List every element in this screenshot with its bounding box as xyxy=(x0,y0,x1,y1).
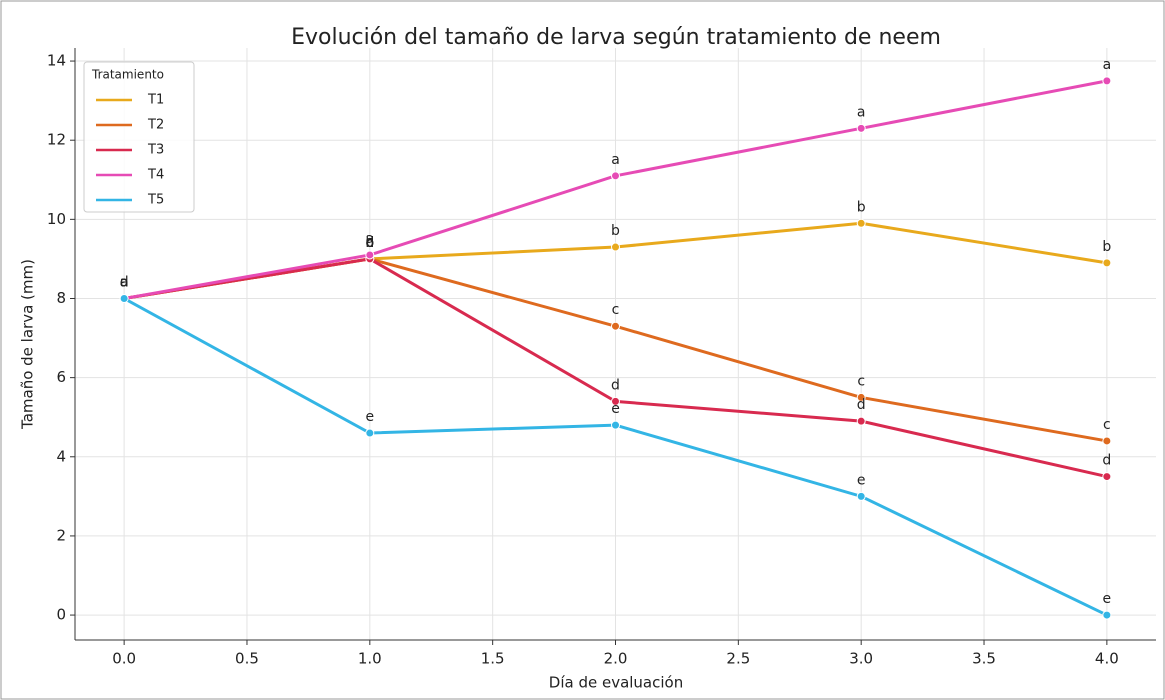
x-tick-label: 1.0 xyxy=(358,650,382,668)
point-label: c xyxy=(1103,417,1111,433)
x-tick-label: 4.0 xyxy=(1095,650,1119,668)
point-label: c xyxy=(857,373,865,389)
y-tick-label: 0 xyxy=(56,606,66,624)
point xyxy=(1102,76,1112,86)
legend-label: T1 xyxy=(147,93,164,108)
point-label: a xyxy=(611,152,620,168)
point-label: a xyxy=(1103,57,1112,73)
point xyxy=(119,293,129,303)
x-tick-label: 0.5 xyxy=(235,650,259,668)
point xyxy=(611,242,620,252)
y-axis-label: Tamaño de larva (mm) xyxy=(19,259,37,430)
point xyxy=(1102,472,1112,482)
y-tick-label: 12 xyxy=(47,131,66,149)
point xyxy=(1102,610,1112,620)
x-axis-label: Día de evaluación xyxy=(549,674,683,692)
point xyxy=(1102,436,1112,446)
point-label: e xyxy=(1103,591,1112,607)
y-tick-label: 6 xyxy=(56,368,66,386)
point xyxy=(856,416,866,426)
point-label: b xyxy=(1102,239,1111,255)
point-label: c xyxy=(612,302,620,318)
x-tick-label: 2.5 xyxy=(726,650,750,668)
x-tick-label: 3.5 xyxy=(972,650,996,668)
point-label: a xyxy=(366,231,375,247)
point-label: b xyxy=(611,223,620,239)
point xyxy=(611,420,620,430)
y-tick-label: 4 xyxy=(56,447,66,465)
chart-title: Evolución del tamaño de larva según trat… xyxy=(291,25,941,50)
point-label: d xyxy=(1102,453,1111,469)
point-label: d xyxy=(857,397,866,413)
x-tick-label: 2.0 xyxy=(604,650,628,668)
point xyxy=(611,321,620,331)
x-tick-label: 0.0 xyxy=(112,650,136,668)
point-label: a xyxy=(120,274,129,290)
point xyxy=(856,491,866,501)
point xyxy=(365,250,375,260)
point-label: b xyxy=(857,199,866,215)
point-label: e xyxy=(366,409,375,425)
legend-label: T3 xyxy=(147,143,164,158)
point-label: c xyxy=(366,235,374,251)
point-label: e xyxy=(611,401,620,417)
x-tick-label: 3.0 xyxy=(849,650,873,668)
point-label: a xyxy=(120,274,129,290)
point xyxy=(856,218,866,228)
point-label: d xyxy=(120,274,129,290)
point-label: a xyxy=(120,274,129,290)
point-label: e xyxy=(857,472,866,488)
point xyxy=(365,428,375,438)
legend-label: T4 xyxy=(147,168,164,183)
point xyxy=(856,392,866,402)
point-label: a xyxy=(857,104,866,120)
x-tick-label: 1.5 xyxy=(481,650,505,668)
legend-title: Tratamiento xyxy=(91,68,164,82)
point-label: d xyxy=(611,377,620,393)
point xyxy=(611,396,620,406)
y-tick-label: 14 xyxy=(47,52,66,70)
point xyxy=(1102,258,1112,268)
y-tick-label: 10 xyxy=(47,210,66,228)
legend-label: T5 xyxy=(147,193,164,208)
legend-label: T2 xyxy=(147,118,164,133)
point xyxy=(856,123,866,133)
point-label: a xyxy=(120,274,129,290)
y-tick-label: 8 xyxy=(56,289,66,307)
point-label: d xyxy=(365,235,374,251)
point xyxy=(611,171,620,181)
y-tick-label: 2 xyxy=(56,526,66,544)
point-label: b xyxy=(365,235,374,251)
legend-box xyxy=(83,61,195,213)
